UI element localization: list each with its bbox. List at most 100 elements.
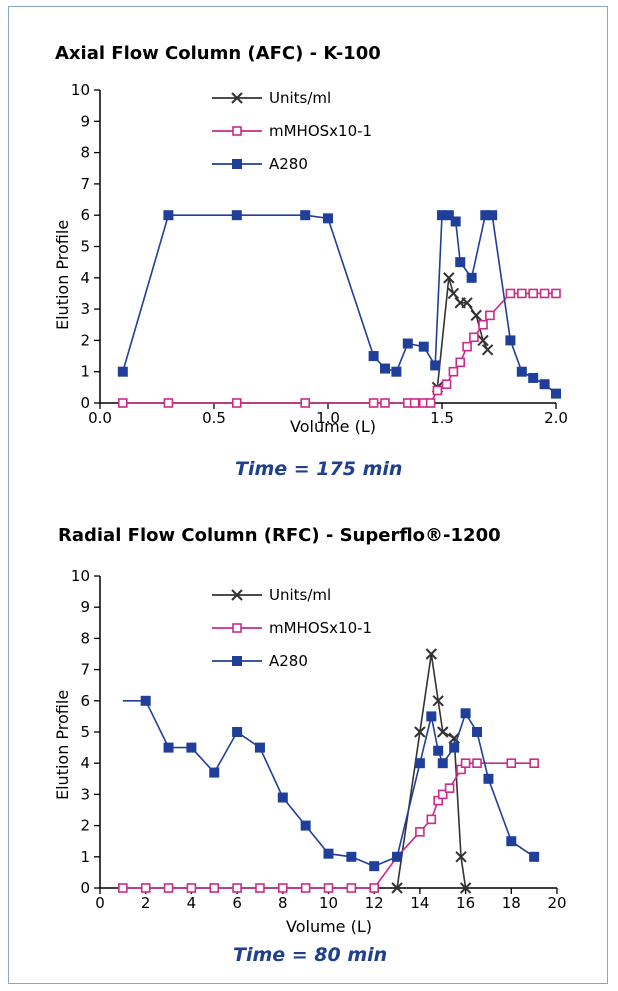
chart1-series-2-point-15: [466, 272, 477, 283]
chart1-series-1-point-3: [300, 398, 311, 408]
chart2-time-caption: Time = 80 min: [233, 944, 387, 966]
chart2-series-1-point-4: [209, 883, 220, 893]
chart1-series-0-point-7-stroke-b: [481, 344, 494, 356]
chart2-xtick-label-0: 0: [95, 894, 105, 912]
chart1-series-0-point-1: [443, 272, 455, 284]
chart2-xtick-label-7: 14: [410, 894, 429, 912]
chart1-title: Axial Flow Column (AFC) - K-100: [55, 43, 381, 64]
chart1-xtick-label-1: 0.5: [202, 409, 226, 427]
chart1-series-1-point-14: [462, 341, 472, 352]
chart2-series-2-point-1: [163, 742, 174, 753]
chart1-series-1-point-20: [528, 288, 539, 299]
chart1-series-1-legend-marker: [232, 126, 242, 136]
chart1-series-2-point-7: [391, 366, 402, 377]
chart1-xtick-label-2: 1.0: [316, 409, 340, 427]
chart2-series-0-point-4: [437, 726, 449, 738]
chart1-series-2-point-9: [418, 341, 429, 352]
chart2-ytick-label-9: 9: [80, 598, 90, 616]
chart2-series-0-point-6: [455, 851, 467, 863]
chart1-series-0-point-1-stroke-b: [443, 272, 455, 284]
chart1-ytick-label-4: 4: [80, 269, 90, 287]
chart1-series-2-point-19: [516, 366, 527, 377]
chart2-series-2-point-4: [232, 727, 243, 737]
chart2-series-0-point-3-stroke-b: [432, 695, 444, 707]
chart2-ytick-label-10: 10: [71, 567, 90, 585]
chart1-series-2-point-22: [551, 388, 561, 399]
chart1-series-1-line: [122, 292, 556, 404]
chart2-series-2-legend-label: A280: [269, 652, 308, 670]
chart1-series-1-point-9: [425, 398, 436, 408]
chart2-series-0-point-3: [432, 695, 444, 707]
chart2-series-2-point-8: [323, 848, 334, 859]
chart1-series-0-point-2-stroke-b: [447, 287, 460, 300]
chart1-series-1-point-5: [380, 398, 390, 408]
chart2-xlabel: Volume (L): [286, 917, 372, 936]
chart2-xtick-label-4: 8: [278, 894, 288, 912]
chart1-series-1-point-7: [409, 398, 420, 408]
chart2-series-2-point-3: [209, 767, 220, 778]
chart2-series-2-point-2: [186, 742, 197, 753]
chart1-series-0-point-2: [447, 287, 460, 300]
chart2-ytick-label-0: 0: [80, 879, 90, 897]
chart2-series-0-legend-label: Units/ml: [269, 586, 331, 604]
chart1-time-caption: Time = 175 min: [235, 458, 402, 480]
chart1-series-0-legend-marker-stroke-b: [231, 92, 243, 104]
chart1-ytick-label-10: 10: [71, 81, 90, 99]
chart2-series-1-point-14: [426, 814, 437, 825]
chart1-series-2-point-11: [437, 210, 447, 221]
chart2-series-2-point-9: [346, 851, 357, 862]
chart2-series-0-point-0-stroke-b: [391, 882, 403, 894]
chart1-series-1-point-13: [455, 357, 466, 368]
chart2-series-2-point-20: [506, 836, 517, 847]
chart1-series-1-legend-label: mMHOSx10-1: [269, 122, 372, 140]
chart1-ytick-label-5: 5: [80, 238, 90, 256]
chart1-series-2-point-17: [487, 210, 498, 221]
chart2-series-1-point-13: [415, 827, 425, 837]
chart1-ytick-label-9: 9: [80, 112, 90, 130]
chart1-series-2-point-10: [430, 360, 441, 371]
chart1-series-0-point-6: [477, 334, 489, 347]
chart1-series-2-point-8: [402, 338, 413, 349]
chart1-series-1-point-10: [432, 385, 443, 396]
chart2-series-2-point-15: [437, 758, 448, 769]
chart1-ytick-label-6: 6: [80, 206, 90, 224]
chart2-series-0-point-5: [448, 732, 460, 744]
chart2-series-0-point-5-stroke-b: [448, 732, 460, 744]
chart2-ytick-label-6: 6: [80, 692, 90, 710]
chart2-series-2-point-10: [369, 861, 380, 872]
chart1-ytick-label-3: 3: [80, 300, 90, 318]
chart1-series-0-line: [436, 277, 489, 388]
chart1-series-1-point-22: [551, 288, 561, 299]
chart1-series-2-point-1: [163, 210, 174, 221]
chart1-series-1-point-19: [516, 288, 527, 299]
chart1-series-0-point-4-stroke-b: [461, 297, 473, 309]
chart2-series-0-point-4-stroke-b: [437, 726, 449, 738]
chart2-ylabel: Elution Profile: [53, 690, 72, 800]
chart2-series-2-point-7: [300, 820, 311, 831]
chart2-xtick-label-6: 12: [365, 894, 384, 912]
chart1-series-0-point-4: [461, 297, 473, 309]
chart2-series-1-point-6: [255, 883, 265, 893]
chart1-series-1-point-2: [232, 398, 242, 408]
chart2-series-0-point-7-stroke-b: [459, 882, 472, 894]
chart2-series-1-point-8: [300, 883, 311, 893]
chart2-xtick-label-5: 10: [319, 894, 338, 912]
chart2-series-2-line: [122, 700, 535, 868]
chart1-xtick-label-4: 2.0: [544, 409, 568, 427]
chart2-series-1-line: [122, 762, 535, 889]
chart2-xtick-label-8: 16: [456, 894, 475, 912]
chart1-xtick-label-3: 1.5: [430, 409, 454, 427]
chart2-series-1-point-7: [277, 883, 288, 893]
chart2-series-1-point-1: [140, 883, 151, 893]
chart2-series-1-point-5: [232, 883, 242, 893]
chart1-series-1-point-4: [368, 398, 379, 408]
chart1-series-1-point-11: [441, 379, 452, 390]
chart1-series-1-point-21: [539, 288, 550, 299]
chart1-series-2-point-0: [117, 366, 128, 377]
chart2-series-1-point-11: [369, 883, 380, 893]
chart2-series-2-point-5: [254, 742, 265, 753]
chart1-series-1-point-12: [448, 366, 459, 377]
chart2-series-2-point-16: [449, 742, 460, 753]
chart2-series-2-point-13: [426, 711, 437, 722]
